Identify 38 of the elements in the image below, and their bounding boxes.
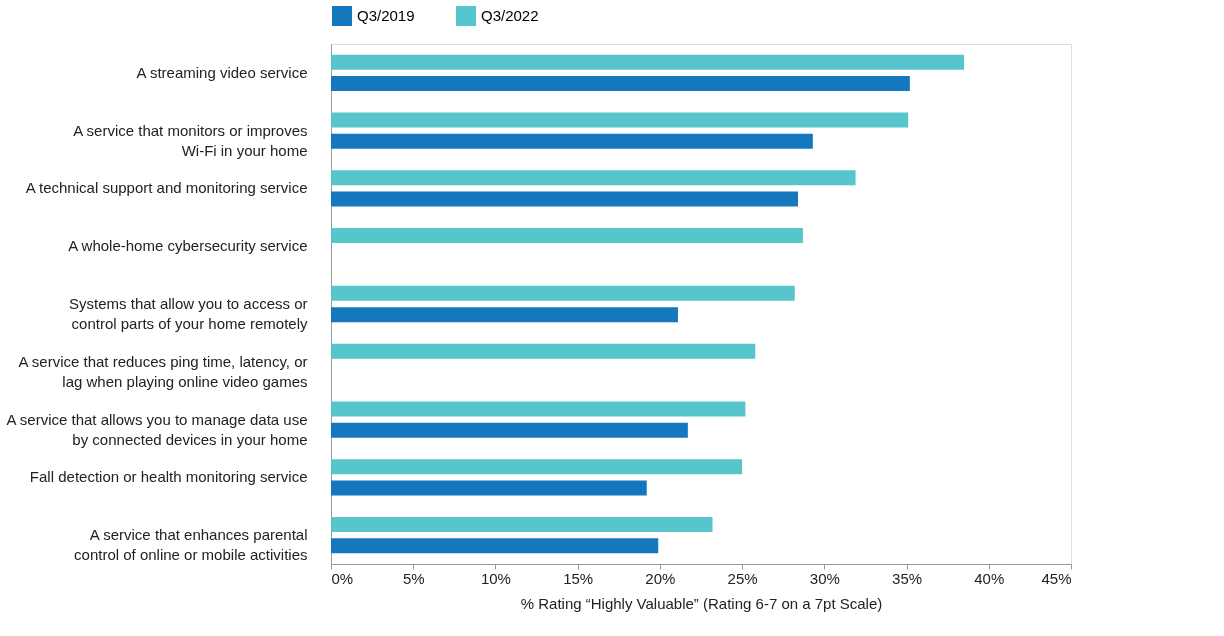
- x-tick-label: 20%: [645, 569, 676, 587]
- bar: [331, 112, 909, 128]
- bar: [331, 76, 910, 92]
- y-tick-label: A whole-home cybersecurity service: [68, 237, 308, 255]
- x-tick-label: 45%: [1041, 569, 1072, 587]
- x-tick-label: 35%: [892, 569, 923, 587]
- bar: [331, 459, 743, 475]
- bar: [331, 307, 678, 323]
- x-tick-label: 25%: [727, 569, 758, 587]
- bar: [331, 191, 799, 207]
- y-tick-label: A streaming video service: [136, 63, 308, 81]
- x-tick-label: 5%: [402, 569, 425, 587]
- bar: [331, 516, 713, 532]
- bar: [331, 343, 756, 359]
- x-tick-label: 40%: [974, 569, 1005, 587]
- bar: [331, 538, 659, 554]
- x-tick-label: 0%: [331, 569, 354, 587]
- bar: [331, 170, 856, 186]
- bar: [331, 401, 746, 417]
- bar: [331, 285, 795, 301]
- x-tick-label: 30%: [809, 569, 840, 587]
- legend-label: Q3/2022: [481, 7, 539, 24]
- x-axis-title: % Rating “Highly Valuable” (Rating 6-7 on a 7pt Scale): [520, 594, 883, 612]
- bar: [331, 54, 965, 70]
- y-tick-label: A service that reduces ping time, latency, or lag when playing online video games: [18, 352, 308, 390]
- x-tick-label: 15%: [563, 569, 594, 587]
- y-tick-label: A service that allows you to manage data use by connected devices in your home: [6, 410, 308, 448]
- bar: [331, 480, 647, 496]
- bar: [331, 133, 813, 149]
- bar: [331, 228, 803, 244]
- x-tick-label: 10%: [480, 569, 511, 587]
- y-tick-label: A service that monitors or improves Wi-Fi in your home: [73, 121, 308, 159]
- y-tick-label: Fall detection or health monitoring service: [29, 468, 308, 486]
- legend-label: Q3/2019: [357, 7, 415, 24]
- y-tick-label: A technical support and monitoring service: [25, 179, 308, 197]
- bar: [331, 422, 688, 438]
- y-tick-label: A service that enhances parental control of online or mobile activities: [74, 526, 308, 564]
- y-tick-label: Systems that allow you to access or control parts of your home remotely: [69, 295, 308, 332]
